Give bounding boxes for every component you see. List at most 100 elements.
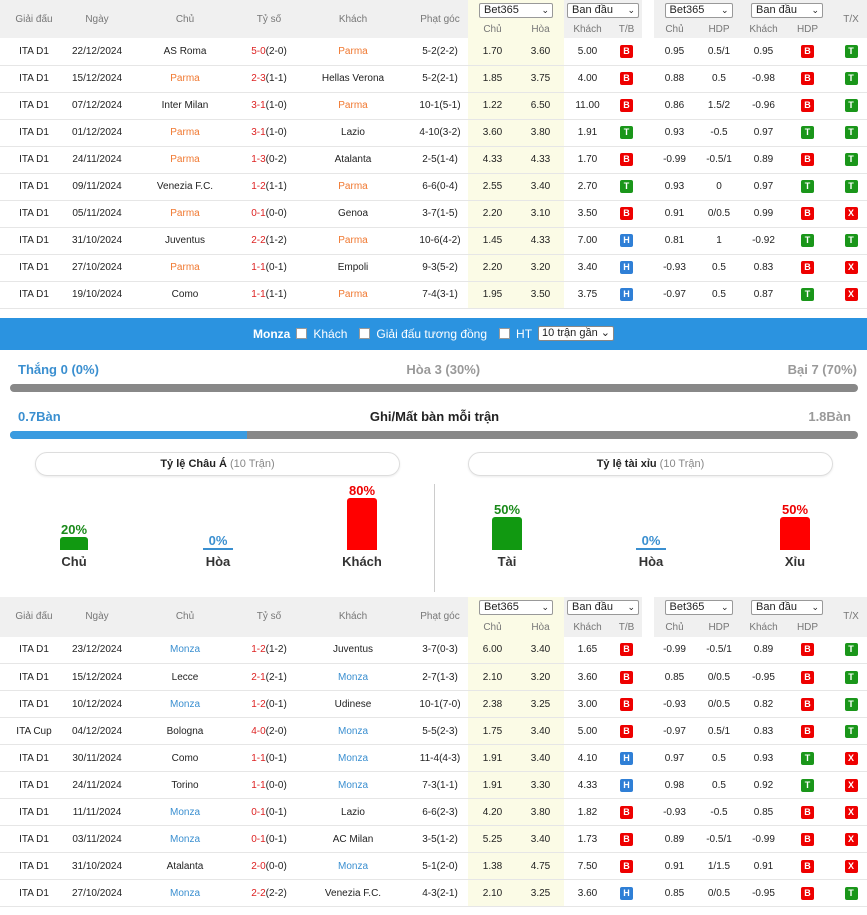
score-cell[interactable]: 0-1(0-0) (244, 200, 294, 228)
table-row[interactable]: ITA D1 05/11/2024 Parma 0-1(0-0) Genoa 3-7(1-… (0, 200, 867, 228)
score-cell[interactable]: 1-3(0-2) (244, 146, 294, 174)
home-team-cell[interactable]: Monza (126, 825, 244, 853)
table-row[interactable]: ITA D1 10/12/2024 Monza 1-2(0-1) Udinese 10-1… (0, 690, 867, 718)
over-under-tab[interactable]: Tỷ lệ tài xỉu (10 Trận) (468, 451, 833, 476)
odds-type-select[interactable]: Ban đầu ⌄ (567, 600, 639, 615)
away-team-cell[interactable]: Juventus (294, 636, 412, 664)
away-team-cell[interactable]: Monza (294, 717, 412, 745)
score-cell[interactable]: 4-0(2-0) (244, 717, 294, 745)
hdp-result-badge: B (801, 859, 814, 873)
home-team-cell[interactable]: Como (126, 744, 244, 772)
away-team-cell[interactable]: Hellas Verona (294, 65, 412, 93)
score-cell[interactable]: 2-2(2-2) (244, 879, 294, 907)
away-team-cell[interactable]: Genoa (294, 200, 412, 228)
away-team-cell[interactable]: Lazio (294, 119, 412, 147)
score-cell[interactable]: 0-1(0-1) (244, 798, 294, 826)
score-cell[interactable]: 0-1(0-1) (244, 825, 294, 853)
score-cell[interactable]: 2-0(0-0) (244, 852, 294, 880)
away-team-cell[interactable]: Monza (294, 663, 412, 691)
bookmaker-select-hdp[interactable]: Bet365 ⌄ (664, 2, 733, 18)
away-team-cell[interactable]: Atalanta (294, 146, 412, 174)
away-checkbox[interactable] (296, 328, 308, 339)
same-league-checkbox[interactable] (359, 328, 371, 339)
home-team-cell[interactable]: Parma (126, 119, 244, 147)
table-row[interactable]: ITA D1 07/12/2024 Inter Milan 3-1(1-0) Parma… (0, 92, 867, 120)
table-row[interactable]: ITA D1 31/10/2024 Atalanta 2-0(0-0) Monza 5-1… (0, 852, 867, 880)
table-row[interactable]: ITA D1 11/11/2024 Monza 0-1(0-1) Lazio 6-6(2-… (0, 798, 867, 826)
score-cell[interactable]: 2-1(2-1) (244, 663, 294, 691)
table-row[interactable]: ITA D1 09/11/2024 Venezia F.C. 1-2(1-1) Parm… (0, 173, 867, 201)
home-team-cell[interactable]: AS Roma (126, 38, 244, 66)
score-cell[interactable]: 1-2(1-1) (244, 173, 294, 201)
table-row[interactable]: ITA D1 24/11/2024 Parma 1-3(0-2) Atalanta 2-5… (0, 146, 867, 174)
table-row[interactable]: ITA D1 19/10/2024 Como 1-1(1-1) Parma 7-4(3-1… (0, 281, 867, 309)
score-cell[interactable]: 1-1(0-0) (244, 771, 294, 799)
home-team-cell[interactable]: Monza (126, 690, 244, 718)
home-team-cell[interactable]: Torino (126, 771, 244, 799)
away-team-cell[interactable]: Parma (294, 227, 412, 255)
table-row[interactable]: ITA D1 31/10/2024 Juventus 2-2(1-2) Parma 10-… (0, 227, 867, 255)
away-team-cell[interactable]: Monza (294, 852, 412, 880)
table-row[interactable]: ITA D1 15/12/2024 Parma 2-3(1-1) Hellas Vero… (0, 65, 867, 93)
odds-draw-cell: 3.40 (517, 636, 564, 664)
corner-cell: 3-7(0-3) (412, 636, 468, 664)
bookmaker-select[interactable]: Bet365 ⌄ (479, 600, 553, 615)
away-team-cell[interactable]: Monza (294, 771, 412, 799)
away-team-cell[interactable]: Lazio (294, 798, 412, 826)
home-team-cell[interactable]: Bologna (126, 717, 244, 745)
home-team-cell[interactable]: Monza (126, 636, 244, 664)
score-cell[interactable]: 1-1(0-1) (244, 744, 294, 772)
score-cell[interactable]: 2-2(1-2) (244, 227, 294, 255)
home-team-cell[interactable]: Lecce (126, 663, 244, 691)
asian-handicap-tab[interactable]: Tỷ lệ Châu Á (10 Trận) (35, 451, 400, 476)
home-team-cell[interactable]: Monza (126, 879, 244, 907)
home-team-cell[interactable]: Parma (126, 254, 244, 282)
odds-type-select[interactable]: Ban đầu ⌄ (567, 2, 639, 18)
ht-checkbox[interactable] (499, 328, 511, 339)
odds-home-cell: 1.70 (468, 38, 517, 66)
away-team-cell[interactable]: Parma (294, 281, 412, 309)
home-team-cell[interactable]: Inter Milan (126, 92, 244, 120)
away-team-cell[interactable]: Venezia F.C. (294, 879, 412, 907)
home-team-cell[interactable]: Como (126, 281, 244, 309)
score-cell[interactable]: 1-2(1-2) (244, 636, 294, 664)
away-team-cell[interactable]: Monza (294, 744, 412, 772)
away-team-cell[interactable]: Empoli (294, 254, 412, 282)
home-team-cell[interactable]: Monza (126, 798, 244, 826)
win-loss-cell: B (611, 663, 642, 691)
home-team-cell[interactable]: Atalanta (126, 852, 244, 880)
away-team-cell[interactable]: Parma (294, 92, 412, 120)
odds-away-cell: 3.50 (564, 200, 611, 228)
table-row[interactable]: ITA Cup 04/12/2024 Bologna 4-0(2-0) Monza 5-5… (0, 717, 867, 745)
score-cell[interactable]: 1-2(0-1) (244, 690, 294, 718)
home-team-cell[interactable]: Venezia F.C. (126, 173, 244, 201)
table-row[interactable]: ITA D1 03/11/2024 Monza 0-1(0-1) AC Milan 3-5… (0, 825, 867, 853)
away-team-cell[interactable]: Udinese (294, 690, 412, 718)
away-team-cell[interactable]: Parma (294, 38, 412, 66)
away-team-cell[interactable]: AC Milan (294, 825, 412, 853)
home-team-cell[interactable]: Juventus (126, 227, 244, 255)
home-team-cell[interactable]: Parma (126, 65, 244, 93)
table-row[interactable]: ITA D1 27/10/2024 Monza 2-2(2-2) Venezia F.C… (0, 879, 867, 907)
score-cell[interactable]: 3-1(1-0) (244, 92, 294, 120)
home-team-cell[interactable]: Parma (126, 200, 244, 228)
table-row[interactable]: ITA D1 24/11/2024 Torino 1-1(0-0) Monza 7-3(1… (0, 771, 867, 799)
score-cell[interactable]: 1-1(0-1) (244, 254, 294, 282)
table-row[interactable]: ITA D1 27/10/2024 Parma 1-1(0-1) Empoli 9-3(5… (0, 254, 867, 282)
score-cell[interactable]: 2-3(1-1) (244, 65, 294, 93)
score-cell[interactable]: 1-1(1-1) (244, 281, 294, 309)
bookmaker-select-hdp[interactable]: Bet365 ⌄ (664, 600, 733, 615)
table-row[interactable]: ITA D1 23/12/2024 Monza 1-2(1-2) Juventus 3-7… (0, 636, 867, 664)
away-team-cell[interactable]: Parma (294, 173, 412, 201)
recent-matches-select[interactable]: 10 trận gần ⌄ (538, 326, 614, 341)
table-row[interactable]: ITA D1 01/12/2024 Parma 3-1(1-0) Lazio 4-10(3… (0, 119, 867, 147)
table-row[interactable]: ITA D1 30/11/2024 Como 1-1(0-1) Monza 11-4(4-… (0, 744, 867, 772)
bookmaker-select[interactable]: Bet365 ⌄ (479, 2, 553, 18)
table-row[interactable]: ITA D1 15/12/2024 Lecce 2-1(2-1) Monza 2-7(1-… (0, 663, 867, 691)
odds-type-select-hdp[interactable]: Ban đầu ⌄ (751, 600, 823, 615)
score-cell[interactable]: 5-0(2-0) (244, 38, 294, 66)
table-row[interactable]: ITA D1 22/12/2024 AS Roma 5-0(2-0) Parma 5-2(… (0, 38, 867, 66)
home-team-cell[interactable]: Parma (126, 146, 244, 174)
odds-type-select-hdp[interactable]: Ban đầu ⌄ (751, 2, 823, 18)
score-cell[interactable]: 3-1(1-0) (244, 119, 294, 147)
